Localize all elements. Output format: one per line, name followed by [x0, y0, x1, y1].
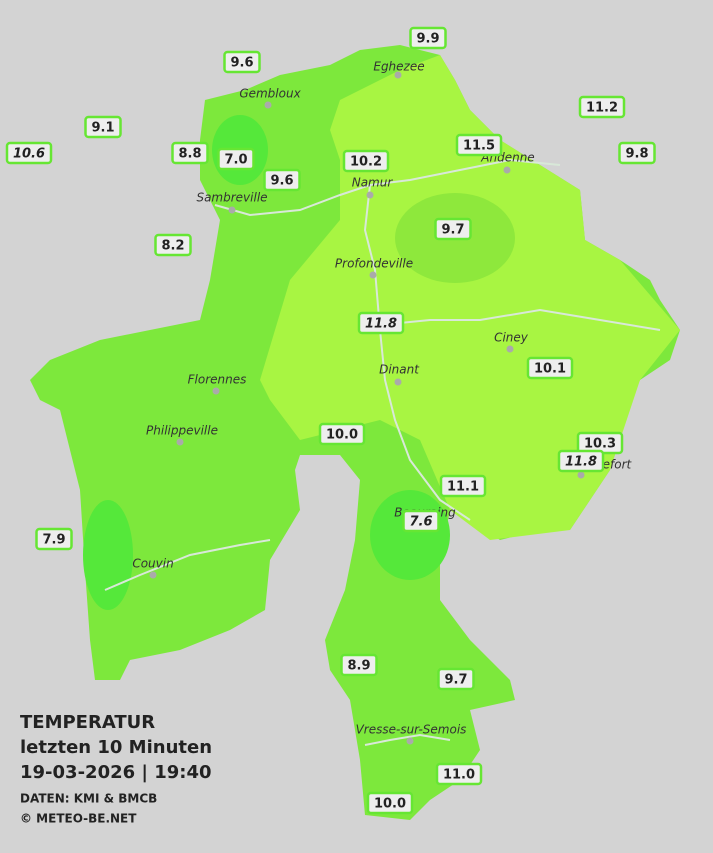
station-box [5, 141, 53, 165]
station-box [402, 509, 440, 533]
station-value: 11.0 [443, 768, 475, 783]
station-box [340, 653, 378, 677]
overlay: EghezeeGemblouxAndenneNamurSambrevillePr… [5, 26, 656, 826]
station-value: 11.8 [365, 317, 397, 332]
station-value: 9.9 [416, 32, 439, 47]
station-box [171, 141, 209, 165]
city-dot [176, 438, 184, 446]
station-box [578, 95, 626, 119]
station-box [455, 133, 503, 157]
station-value: 10.3 [584, 437, 616, 452]
station-value: 11.2 [586, 101, 618, 116]
station-value: 11.1 [447, 480, 479, 495]
station-box [84, 115, 122, 139]
station-value: 11.5 [463, 139, 495, 154]
station-box [357, 311, 405, 335]
city-label: Florennes [188, 373, 247, 387]
station-box [342, 149, 390, 173]
city-dot [366, 191, 374, 199]
warm-zone [260, 55, 680, 540]
station-value: 7.0 [224, 153, 247, 168]
title-line: letzten 10 Minuten [20, 737, 212, 758]
city-label: Namur [352, 176, 394, 190]
station-value: 8.8 [178, 147, 201, 162]
river [379, 308, 661, 331]
station-box [366, 791, 414, 815]
station-value: 10.0 [326, 428, 358, 443]
city-dot [503, 166, 511, 174]
station-box [439, 474, 487, 498]
station-value: 8.9 [347, 659, 370, 674]
station-box [318, 422, 366, 446]
city-dot [369, 271, 377, 279]
city-dot [577, 471, 585, 479]
station-value: 10.6 [13, 147, 45, 162]
station-box [409, 26, 447, 50]
city-label: Philippeville [146, 424, 218, 438]
station-box [35, 527, 73, 551]
city-dot [212, 387, 220, 395]
credit-line: DATEN: KMI & BMCB [20, 792, 157, 806]
river [104, 539, 271, 591]
station-value: 10.0 [374, 797, 406, 812]
city-label: Profondeville [335, 257, 413, 271]
city-dot [394, 71, 402, 79]
station-box [223, 50, 261, 74]
river [364, 733, 451, 746]
station-value: 10.1 [534, 362, 566, 377]
station-box [435, 762, 483, 786]
station-box [437, 667, 475, 691]
city-dot [264, 101, 272, 109]
station-value: 9.8 [625, 147, 648, 162]
city-dot [394, 378, 402, 386]
station-value: 7.9 [42, 533, 65, 548]
title-line: TEMPERATUR [20, 712, 155, 733]
station-box [557, 449, 605, 473]
station-box [618, 141, 656, 165]
river [363, 184, 471, 521]
station-box [263, 168, 301, 192]
station-box [154, 233, 192, 257]
station-value: 11.8 [565, 455, 597, 470]
city-dot [506, 345, 514, 353]
station-box [434, 217, 472, 241]
city-dot [149, 571, 157, 579]
city-label: Sambreville [196, 191, 267, 205]
city-label: Vresse-sur-Semois [356, 723, 467, 737]
city-dot [406, 737, 414, 745]
city-label: Eghezee [373, 60, 424, 74]
station-value: 10.2 [350, 155, 382, 170]
city-label: Couvin [132, 557, 173, 571]
station-value: 9.6 [270, 174, 293, 189]
station-box [217, 147, 255, 171]
cool-spot [83, 500, 133, 610]
credit-line: © METEO-BE.NET [20, 812, 137, 826]
station-value: 9.7 [444, 673, 467, 688]
station-value: 9.7 [441, 223, 464, 238]
city-label: Gembloux [239, 87, 301, 101]
cool-spot [370, 490, 450, 580]
station-box [526, 356, 574, 380]
station-value: 7.6 [409, 515, 432, 530]
station-value: 8.2 [161, 239, 184, 254]
city-dot [228, 206, 236, 214]
station-value: 9.6 [230, 56, 253, 71]
city-label: Ciney [494, 331, 529, 345]
station-value: 9.1 [91, 121, 114, 136]
city-label: Dinant [379, 363, 420, 377]
title-line: 19-03-2026 | 19:40 [20, 762, 212, 783]
